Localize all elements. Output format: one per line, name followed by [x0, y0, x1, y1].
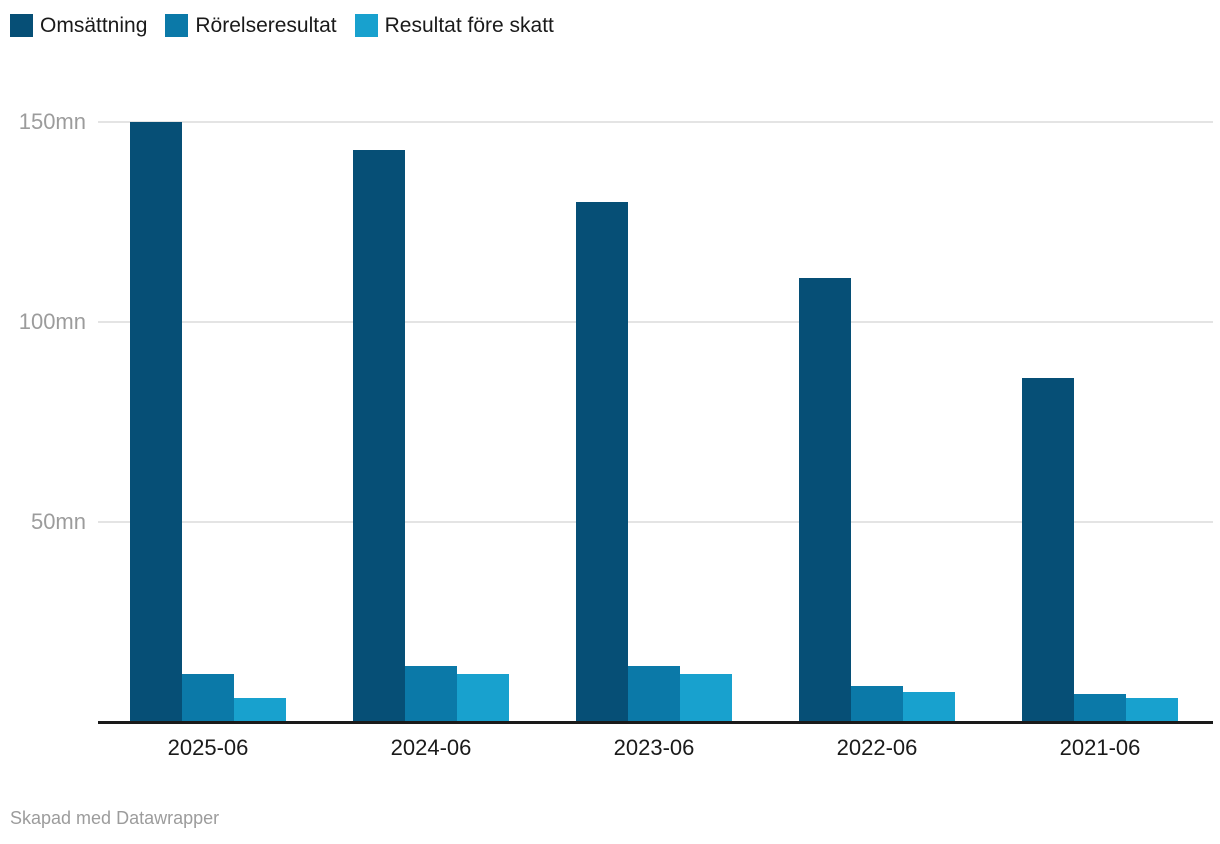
- legend-item: Resultat före skatt: [354, 14, 554, 37]
- legend-label: Rörelseresultat: [195, 14, 337, 37]
- bar: [628, 666, 680, 722]
- bar: [851, 686, 903, 722]
- bar: [1126, 698, 1178, 722]
- gridline: [98, 121, 1213, 123]
- bar: [1074, 694, 1126, 722]
- bar: [680, 674, 732, 722]
- x-axis-line: [98, 721, 1213, 724]
- legend-label: Resultat före skatt: [384, 14, 554, 37]
- legend-label: Omsättning: [40, 14, 148, 37]
- bar: [799, 278, 851, 722]
- bar: [405, 666, 457, 722]
- y-axis-tick-label: 50mn: [30, 509, 86, 534]
- datawrapper-credit-link[interactable]: Skapad med Datawrapper: [10, 808, 220, 828]
- bar: [353, 150, 405, 722]
- bar: [903, 692, 955, 722]
- gridline: [98, 521, 1213, 523]
- x-axis-tick-label: 2023-06: [613, 735, 695, 760]
- bar: [234, 698, 286, 722]
- y-axis-tick-label: 100mn: [18, 309, 86, 334]
- y-axis-tick-label: 150mn: [18, 109, 86, 134]
- legend-item: Rörelseresultat: [165, 14, 337, 37]
- x-axis-tick-label: 2025-06: [167, 735, 249, 760]
- x-axis-tick-label: 2024-06: [390, 735, 472, 760]
- bar: [1022, 378, 1074, 722]
- legend-swatch-icon: [165, 14, 189, 37]
- legend-swatch-icon: [354, 14, 378, 37]
- bar: [182, 674, 234, 722]
- legend-swatch-icon: [10, 14, 33, 37]
- legend: Omsättning Rörelseresultat Resultat före s…: [10, 14, 554, 37]
- x-axis-tick-label: 2022-06: [836, 735, 918, 760]
- gridline: [98, 321, 1213, 323]
- bar: [576, 202, 628, 722]
- x-axis-tick-label: 2021-06: [1059, 735, 1141, 760]
- legend-item: Omsättning: [10, 14, 147, 37]
- bar: [457, 674, 509, 722]
- bar: [130, 122, 182, 722]
